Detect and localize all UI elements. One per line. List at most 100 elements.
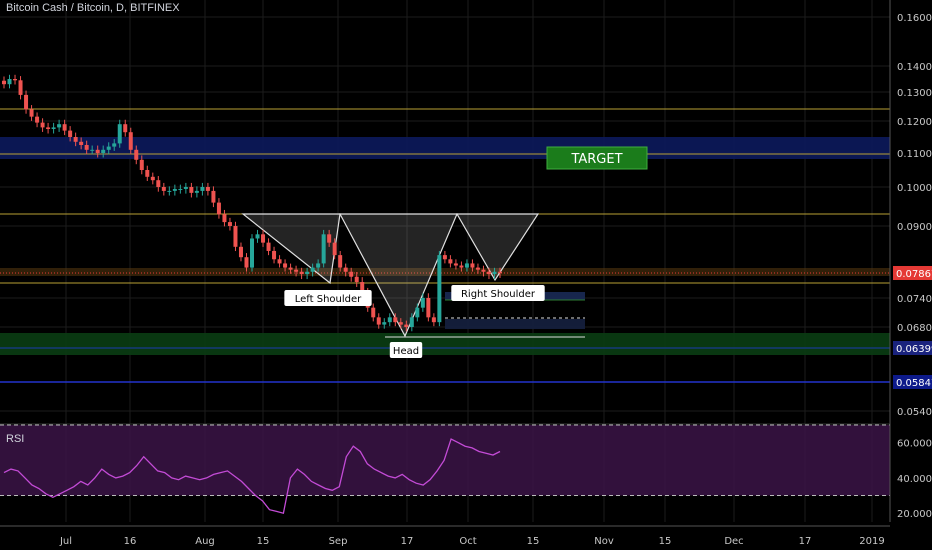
candle-body <box>327 234 332 243</box>
candle-body <box>106 146 111 150</box>
candle-body <box>150 176 155 181</box>
candle-body <box>167 190 172 192</box>
support-resistance-zones <box>0 108 890 383</box>
head-label: Head <box>393 346 419 357</box>
rsi-panel <box>0 424 890 515</box>
candle-body <box>194 190 199 193</box>
candle-body <box>200 187 205 191</box>
time-tick-label: Sep <box>329 536 348 547</box>
candle-body <box>156 180 161 187</box>
candle-body <box>437 255 442 323</box>
candle-body <box>475 267 480 270</box>
candle-body <box>18 80 23 95</box>
candle-body <box>266 242 271 251</box>
blue-resistance-zone <box>0 137 890 159</box>
lower-price-tag: 0.05847 <box>896 378 932 389</box>
time-tick-label: Jul <box>59 536 72 547</box>
candle-body <box>321 234 326 264</box>
candle-body <box>233 226 238 247</box>
candle-body <box>244 257 249 268</box>
candle-body <box>464 263 469 268</box>
current-price-tag-bg <box>893 266 932 280</box>
candle-body <box>145 170 150 177</box>
orange-band <box>0 268 890 276</box>
candle-body <box>62 124 67 131</box>
candle-body <box>35 116 40 123</box>
candle-body <box>73 137 78 142</box>
candle-body <box>382 322 387 325</box>
candle-body <box>183 187 188 189</box>
time-tick-label: Oct <box>459 536 476 547</box>
time-tick-label: 2019 <box>859 536 884 547</box>
head-and-shoulders-pattern <box>241 213 540 338</box>
chart-title: Bitcoin Cash / Bitcoin, D, BITFINEX <box>6 2 180 14</box>
candle-body <box>261 234 266 243</box>
candle-body <box>112 143 117 147</box>
candle-body <box>139 159 144 170</box>
candle-body <box>371 307 376 318</box>
candle-body <box>486 271 491 275</box>
candle-body <box>134 149 139 160</box>
candle-body <box>332 242 337 256</box>
candle-body <box>398 322 403 325</box>
support-price-tag: 0.06399 <box>896 344 932 355</box>
candle-body <box>415 307 420 318</box>
candle-body <box>128 132 133 150</box>
time-tick-label: Aug <box>195 536 215 547</box>
candle-body <box>178 188 183 190</box>
candle-body <box>360 282 365 293</box>
time-tick-label: 17 <box>401 536 414 547</box>
candle-body <box>310 267 315 272</box>
candle-body <box>409 317 414 327</box>
candle-body <box>431 317 436 323</box>
green-support-zone <box>0 333 890 355</box>
candle-body <box>354 276 359 283</box>
candle-body <box>46 127 51 129</box>
candle-body <box>481 269 486 272</box>
candle-body <box>95 149 100 153</box>
candle-body <box>211 190 216 203</box>
time-tick-label: 15 <box>527 536 540 547</box>
candle-body <box>426 298 431 318</box>
time-axis-bg <box>0 526 932 550</box>
projection-box-2 <box>445 319 585 329</box>
candle-body <box>172 188 177 191</box>
time-tick-label: 15 <box>257 536 270 547</box>
rsi-label: RSI <box>6 433 25 445</box>
annotation-labels: Left Shoulder Head Right Shoulder TARGET <box>284 152 623 358</box>
candle-body <box>79 141 84 145</box>
candle-body <box>29 109 34 117</box>
candle-body <box>57 124 62 128</box>
candle-body <box>470 263 475 268</box>
candle-body <box>299 271 304 275</box>
right-shoulder-triangle <box>455 213 540 282</box>
current-price-tag: 0.07867 <box>896 269 932 280</box>
support-price-tag-bg <box>893 341 932 355</box>
candle-body <box>40 122 45 128</box>
time-axis[interactable]: Jul 16 Aug 15 Sep 17 Oct 15 Nov 15 Dec 17 2019 <box>0 525 932 550</box>
time-tick-label: 15 <box>659 536 672 547</box>
candle-body <box>84 145 89 150</box>
candle-body <box>305 271 310 275</box>
time-tick-label: Nov <box>594 536 614 547</box>
candle-body <box>90 149 95 151</box>
candle-body <box>68 130 73 137</box>
candle-body <box>24 94 29 110</box>
candle-body <box>250 238 254 268</box>
candle-body <box>316 263 321 268</box>
candle-body <box>283 263 288 268</box>
candle-body <box>255 234 260 239</box>
candle-body <box>393 317 398 323</box>
